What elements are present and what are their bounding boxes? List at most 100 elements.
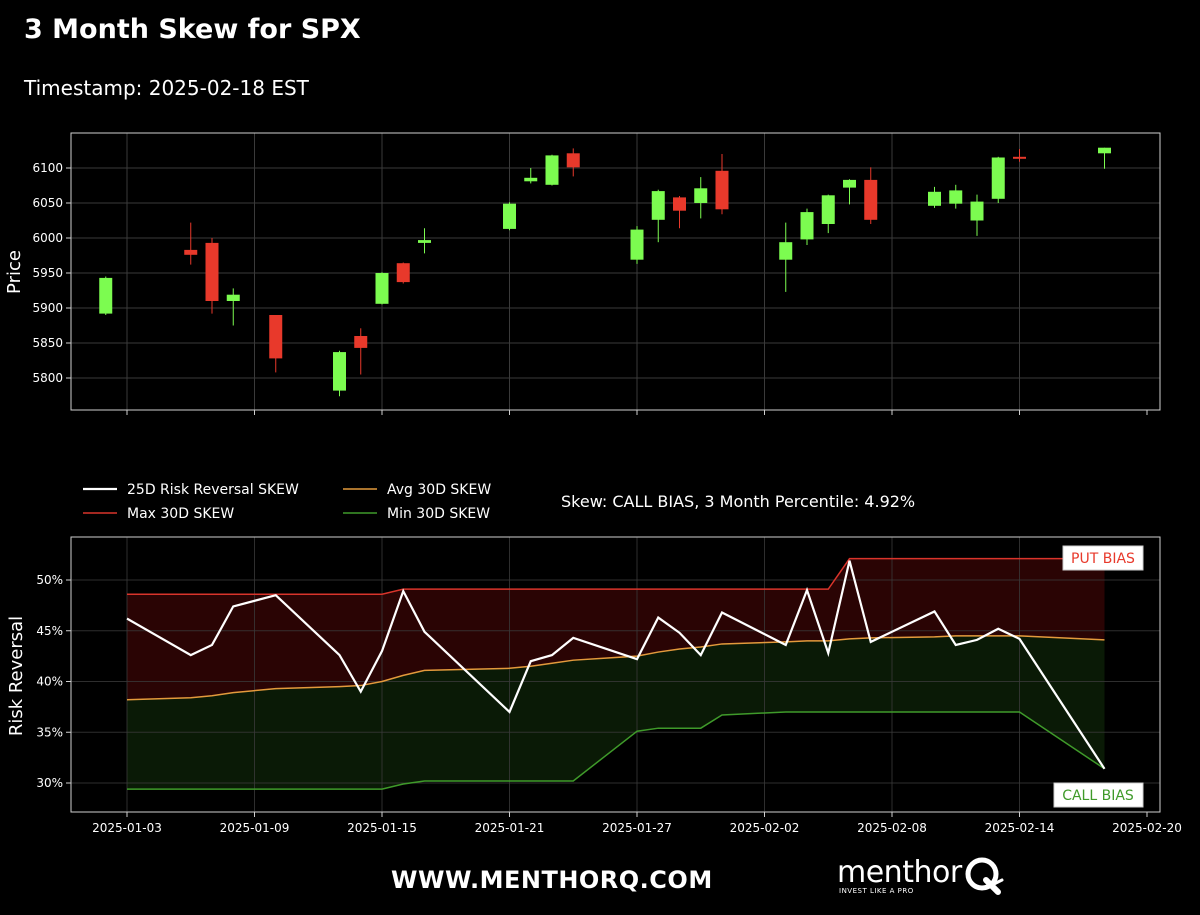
price-ytick-label: 5800 (32, 371, 63, 385)
call-bias-text: CALL BIAS (1062, 788, 1134, 804)
candle-body (524, 177, 538, 182)
candle-up (333, 350, 346, 397)
price-ytick-label: 6000 (32, 231, 63, 245)
candle-body (779, 242, 793, 260)
put-bias-band (127, 558, 1105, 700)
candle-body (1098, 147, 1111, 154)
skew-ytick-label: 40% (36, 675, 63, 689)
candle-up (375, 272, 389, 305)
call-bias-band (127, 635, 1105, 790)
candle-up (630, 226, 644, 264)
candle-up (524, 168, 538, 184)
price-plot-frame (70, 132, 1161, 411)
candle-body (375, 273, 389, 304)
candle-down (396, 262, 410, 284)
candle-body (673, 197, 686, 211)
skew-ytick-label: 50% (36, 573, 63, 587)
page-subtitle: Timestamp: 2025-02-18 EST (24, 76, 309, 100)
skew-xtick-label: 2025-02-02 (730, 821, 800, 835)
candle-body (396, 263, 410, 283)
legend-entry: Avg 30D SKEW (343, 482, 491, 498)
candle-body (630, 229, 644, 260)
price-ytick-label: 5900 (32, 301, 63, 315)
candle-up (226, 288, 240, 326)
candle-body (545, 155, 559, 185)
logo-tagline: INVEST LIKE A PRO (839, 887, 914, 895)
logo-wordmark: menthor (837, 855, 962, 890)
candle-body (269, 315, 283, 359)
candle-up (928, 186, 941, 208)
footer-website[interactable]: WWW.MENTHORQ.COM (391, 866, 713, 894)
candle-body (354, 336, 368, 348)
price-ytick-label: 6050 (32, 196, 63, 210)
price-ytick-label: 5850 (32, 336, 63, 350)
candle-up (843, 179, 856, 205)
put-bias-text: PUT BIAS (1071, 551, 1135, 567)
candle-up (800, 208, 814, 245)
rr-skew-line (126, 560, 1106, 770)
candle-down (715, 154, 729, 215)
candle-body (864, 179, 878, 220)
candle-down (1013, 149, 1026, 162)
skew-ytick-label: 30% (36, 776, 63, 790)
candle-up (545, 154, 559, 186)
call-bias-box (1053, 782, 1144, 808)
logo-q-icon (965, 857, 1004, 895)
candle-body (205, 242, 219, 301)
call-bias-label: CALL BIAS (1053, 782, 1144, 808)
candle-up (418, 228, 431, 254)
candle-up (651, 189, 665, 243)
candle-body (991, 157, 1005, 199)
candle-body (800, 212, 814, 240)
legend-label: Avg 30D SKEW (387, 482, 491, 498)
candle-body (566, 153, 580, 168)
candle-body (418, 240, 431, 243)
skew-ytick-label: 35% (36, 725, 63, 739)
put-bias-box (1062, 545, 1144, 571)
skew-xtick-label: 2025-02-20 (1112, 821, 1182, 835)
candle-up (991, 156, 1005, 203)
candle-body (1013, 156, 1026, 159)
skew-xtick-label: 2025-01-15 (347, 821, 417, 835)
candle-body (928, 191, 941, 206)
candle-down (184, 222, 198, 265)
price-ytick-label: 5950 (32, 266, 63, 280)
skew-legend: 25D Risk Reversal SKEW Max 30D SKEW Avg 30… (83, 482, 491, 522)
legend-label: Max 30D SKEW (127, 506, 234, 522)
candle-body (715, 170, 729, 210)
candle-up (503, 202, 516, 231)
candle-up (694, 177, 708, 219)
candle-body (226, 294, 240, 301)
candle-body (651, 191, 665, 220)
min-skew-line (127, 711, 1105, 790)
skew-xtick-label: 2025-01-09 (220, 821, 290, 835)
skew-chart: 30% 35% 40% 45% 50% 2025-01-03 2025-01-09 2025-… (6, 482, 1182, 835)
candle-body (503, 203, 516, 229)
candle-down (864, 167, 878, 224)
candle-up (1098, 147, 1111, 169)
candle-up (821, 194, 835, 234)
candle-body (333, 352, 346, 391)
candle-up (949, 184, 963, 209)
candle-up (99, 276, 113, 315)
candle-down (269, 315, 283, 373)
candle-down (354, 328, 368, 375)
candle-body (970, 201, 984, 221)
candle-body (949, 190, 963, 204)
candle-down (205, 238, 219, 314)
candle-body (843, 179, 856, 188)
skew-xtick-label: 2025-01-21 (475, 821, 545, 835)
avg-skew-line (126, 635, 1105, 701)
skew-xtick-label: 2025-02-14 (985, 821, 1055, 835)
candle-body (184, 249, 198, 255)
skew-summary: Skew: CALL BIAS, 3 Month Percentile: 4.9… (561, 492, 916, 511)
candle-body (821, 195, 835, 224)
candle-up (970, 194, 984, 236)
legend-entry: 25D Risk Reversal SKEW (83, 482, 299, 498)
skew-ylabel: Risk Reversal (6, 616, 27, 736)
candle-down (566, 148, 580, 177)
put-bias-label: PUT BIAS (1062, 545, 1144, 571)
candle-body (99, 277, 113, 314)
legend-label: 25D Risk Reversal SKEW (127, 482, 299, 498)
